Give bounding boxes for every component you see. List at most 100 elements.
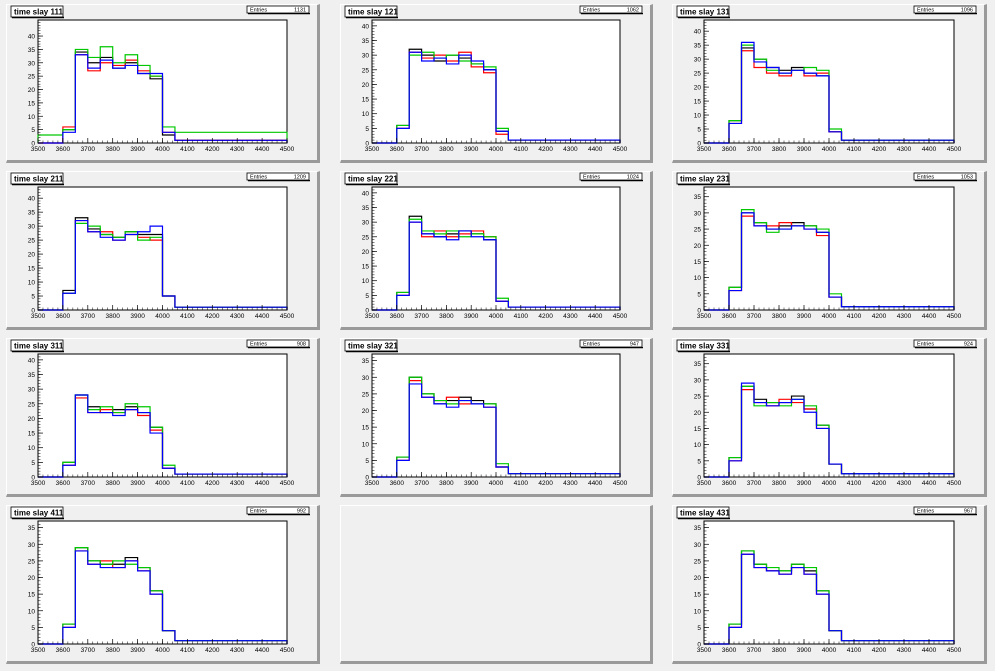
chart-title: time slay 311 <box>14 342 64 351</box>
x-tick-label: 3700 <box>81 313 96 320</box>
x-tick-label: 3900 <box>130 647 145 654</box>
x-tick-label: 3800 <box>439 480 454 487</box>
y-tick-label: 30 <box>28 224 36 231</box>
histogram-svg: 3500 3600 3700 3800 3900 4000 4100 4200 4300 4400… <box>10 506 310 654</box>
y-tick-label: 40 <box>362 23 370 30</box>
stats-label: Entries <box>250 8 267 14</box>
y-tick-label: 20 <box>28 87 36 94</box>
y-tick-label: 30 <box>362 220 370 227</box>
x-tick-label: 3500 <box>697 647 712 654</box>
stats-label: Entries <box>917 342 934 348</box>
x-tick-label: 3600 <box>56 146 71 153</box>
x-tick-label: 4300 <box>563 313 578 320</box>
x-tick-label: 4300 <box>230 313 245 320</box>
stats-label: Entries <box>917 8 934 14</box>
x-tick-label: 3800 <box>439 313 454 320</box>
histogram-svg: 3500 3600 3700 3800 3900 4000 4100 4200 4300 4400… <box>676 506 977 654</box>
y-tick-label: 10 <box>694 608 702 615</box>
stats-value: 1131 <box>294 8 306 14</box>
x-tick-label: 4400 <box>255 146 270 153</box>
x-tick-label: 4400 <box>922 146 937 153</box>
y-tick-label: 25 <box>362 234 370 241</box>
x-tick-label: 3600 <box>390 480 405 487</box>
x-tick-label: 4000 <box>822 480 837 487</box>
stats-value: 1024 <box>627 175 639 181</box>
histogram-svg: 3500 3600 3700 3800 3900 4000 4100 4200 4300 4400… <box>676 172 977 320</box>
histogram-svg: 3500 3600 3700 3800 3900 4000 4100 4200 4300 4400… <box>10 172 310 320</box>
pad-time-slay-131[interactable]: 3500 3600 3700 3800 3900 4000 4100 4200 4300 4400… <box>672 4 987 163</box>
x-tick-label: 3700 <box>81 480 96 487</box>
y-tick-label: 30 <box>694 57 702 64</box>
x-tick-label: 3800 <box>772 480 787 487</box>
y-tick-label: 35 <box>28 372 36 379</box>
pad-time-slay-211[interactable]: 3500 3600 3700 3800 3900 4000 4100 4200 4300 4400… <box>6 171 320 330</box>
y-tick-label: 40 <box>362 190 370 197</box>
chart-title: time slay 431 <box>680 509 730 518</box>
x-tick-label: 4500 <box>280 313 295 320</box>
y-tick-label: 20 <box>694 410 702 417</box>
y-tick-label: 35 <box>694 361 702 368</box>
pad-time-slay-411[interactable]: 3500 3600 3700 3800 3900 4000 4100 4200 4300 4400… <box>6 505 320 664</box>
pad-time-slay-121[interactable]: 3500 3600 3700 3800 3900 4000 4100 4200 4300 4400… <box>340 4 653 163</box>
y-tick-label: 15 <box>362 425 370 432</box>
y-tick-label: 5 <box>365 293 369 300</box>
y-tick-label: 15 <box>694 259 702 266</box>
y-tick-label: 0 <box>365 141 369 148</box>
pad-time-slay-321[interactable]: 3500 3600 3700 3800 3900 4000 4100 4200 4300 4400… <box>340 338 653 497</box>
stats-value: 908 <box>297 342 306 348</box>
x-tick-label: 3500 <box>365 480 380 487</box>
x-tick-label: 4100 <box>180 480 195 487</box>
y-tick-label: 0 <box>365 475 369 482</box>
x-tick-label: 4300 <box>897 480 912 487</box>
pad-time-slay-111[interactable]: 3500 3600 3700 3800 3900 4000 4100 4200 4300 4400… <box>6 4 320 163</box>
x-tick-label: 3500 <box>31 146 46 153</box>
x-tick-label: 4000 <box>822 647 837 654</box>
x-tick-label: 3700 <box>747 647 762 654</box>
y-tick-label: 25 <box>694 71 702 78</box>
x-tick-label: 3600 <box>722 647 737 654</box>
x-tick-label: 3900 <box>797 313 812 320</box>
y-tick-label: 5 <box>31 127 35 134</box>
pad-time-slay-331[interactable]: 3500 3600 3700 3800 3900 4000 4100 4200 4300 4400… <box>672 338 987 497</box>
histogram-series-2 <box>37 46 288 143</box>
histogram-series-3 <box>704 41 955 144</box>
x-tick-label: 4000 <box>155 146 170 153</box>
y-tick-label: 25 <box>28 401 36 408</box>
x-tick-label: 3600 <box>56 313 71 320</box>
y-tick-label: 5 <box>365 458 369 465</box>
x-tick-label: 3600 <box>722 480 737 487</box>
x-tick-label: 4500 <box>280 146 295 153</box>
histogram-series-3 <box>372 51 621 144</box>
x-tick-label: 3800 <box>105 647 120 654</box>
stats-label: Entries <box>583 175 600 181</box>
x-tick-label: 3500 <box>31 647 46 654</box>
x-tick-label: 4000 <box>489 146 504 153</box>
x-tick-label: 3900 <box>797 480 812 487</box>
x-tick-label: 4300 <box>897 647 912 654</box>
x-tick-label: 4100 <box>514 313 529 320</box>
x-tick-label: 3900 <box>130 146 145 153</box>
chart-title: time slay 211 <box>14 175 64 184</box>
stats-label: Entries <box>917 509 934 515</box>
x-tick-label: 4300 <box>230 647 245 654</box>
x-tick-label: 4100 <box>180 313 195 320</box>
pad-time-slay-431[interactable]: 3500 3600 3700 3800 3900 4000 4100 4200 4300 4400… <box>672 505 987 664</box>
x-tick-label: 4500 <box>947 480 962 487</box>
x-tick-label: 4200 <box>205 647 220 654</box>
y-tick-label: 0 <box>697 141 701 148</box>
y-tick-label: 5 <box>365 126 369 133</box>
x-tick-label: 4200 <box>872 313 887 320</box>
stats-label: Entries <box>583 342 600 348</box>
y-tick-label: 30 <box>694 210 702 217</box>
stats-label: Entries <box>917 175 934 181</box>
histogram-svg: 3500 3600 3700 3800 3900 4000 4100 4200 4300 4400… <box>344 339 643 487</box>
y-tick-label: 30 <box>362 53 370 60</box>
pad-time-slay-311[interactable]: 3500 3600 3700 3800 3900 4000 4100 4200 4300 4400… <box>6 338 320 497</box>
y-tick-label: 15 <box>694 99 702 106</box>
x-tick-label: 3500 <box>697 146 712 153</box>
x-tick-label: 4200 <box>872 480 887 487</box>
pad-time-slay-221[interactable]: 3500 3600 3700 3800 3900 4000 4100 4200 4300 4400… <box>340 171 653 330</box>
x-tick-label: 4200 <box>872 647 887 654</box>
pad-time-slay-231[interactable]: 3500 3600 3700 3800 3900 4000 4100 4200 4300 4400… <box>672 171 987 330</box>
